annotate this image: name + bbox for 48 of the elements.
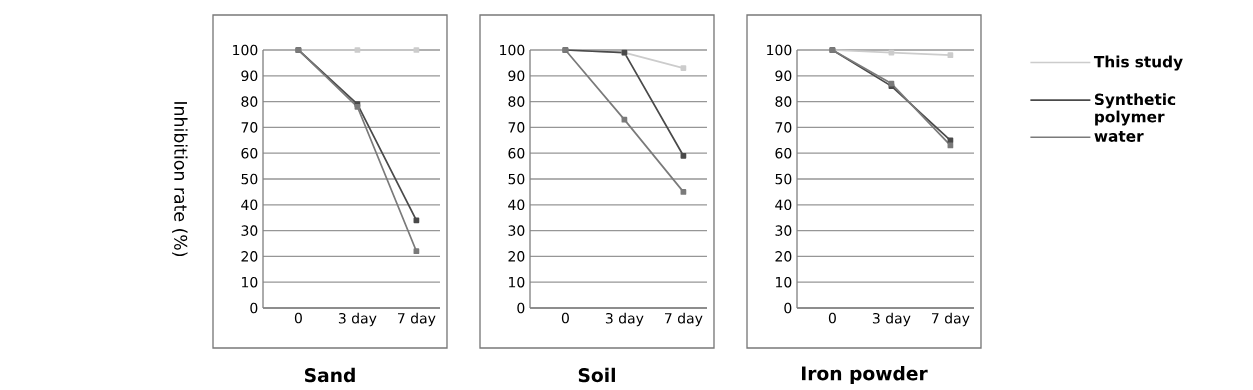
text: Iron powder <box>802 365 928 385</box>
y-tick-label: 80 <box>775 96 792 107</box>
x-tick-label: 0 <box>561 312 569 324</box>
x-tick-label: 0 <box>294 312 302 324</box>
y-tick-label: 70 <box>241 122 258 133</box>
y-tick-label: 50 <box>775 173 792 185</box>
text: Sand <box>304 367 355 383</box>
x-tick-label: 3 day <box>605 312 644 327</box>
y-tick-label: 0 <box>784 302 792 314</box>
x-tick-label: 0 <box>828 312 836 324</box>
y-tick-label: 30 <box>775 225 792 236</box>
y-tick-label: 10 <box>776 276 792 288</box>
y-tick-label: 90 <box>508 70 525 82</box>
y-tick-label: 40 <box>508 199 525 211</box>
text: Soil <box>578 367 615 383</box>
y-tick-label: 0 <box>250 302 258 314</box>
y-tick-label: 90 <box>241 70 258 82</box>
y-tick-label: 70 <box>508 122 525 133</box>
x-tick-label: 3 day <box>338 312 377 327</box>
y-tick-label: 30 <box>508 225 525 236</box>
y-tick-label: 100 <box>500 44 525 56</box>
y-tick-label: 50 <box>508 173 525 185</box>
y-tick-label: 40 <box>241 199 258 211</box>
y-axis-title: Inhibition rate (%) <box>172 102 188 257</box>
y-tick-label: 80 <box>241 96 258 107</box>
y-tick-label: 20 <box>241 251 258 262</box>
y-tick-label: 90 <box>775 70 792 82</box>
y-tick-label: 40 <box>775 199 792 211</box>
y-tick-label: 10 <box>509 276 525 288</box>
y-tick-label: 100 <box>767 44 792 56</box>
y-tick-label: 70 <box>775 122 792 133</box>
y-tick-label: 50 <box>241 173 258 185</box>
y-tick-label: 80 <box>508 96 525 107</box>
y-tick-label: 20 <box>775 251 792 262</box>
x-tick-label: 7 day <box>398 312 436 327</box>
x-tick-label: 7 day <box>665 312 703 327</box>
legend-label: This study <box>1093 55 1183 71</box>
x-tick-label: 7 day <box>932 312 970 327</box>
x-tick-label: 3 day <box>872 312 911 327</box>
y-tick-label: 60 <box>508 147 525 159</box>
y-tick-label: 10 <box>242 276 258 288</box>
y-tick-label: 20 <box>508 251 525 262</box>
y-tick-label: 60 <box>241 147 258 159</box>
y-tick-label: 30 <box>241 225 258 236</box>
y-tick-label: 0 <box>517 302 525 314</box>
y-tick-label: 60 <box>775 147 792 159</box>
legend-label: water <box>1094 130 1144 142</box>
y-tick-label: 100 <box>233 44 258 56</box>
